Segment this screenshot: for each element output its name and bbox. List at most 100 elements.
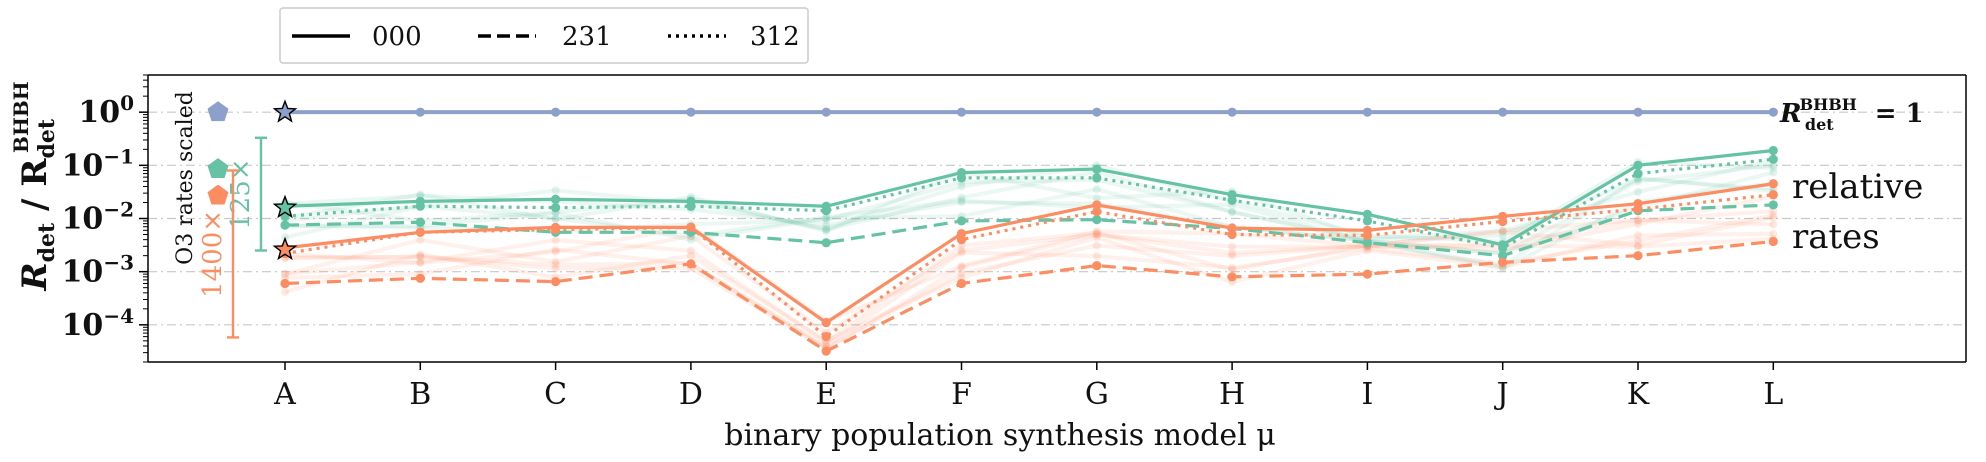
background-point-bns [1634, 220, 1642, 229]
data-point-nsbh-dotted [1768, 154, 1778, 164]
background-trace-nsbh [284, 169, 1774, 242]
x-tick-label-E: E [815, 377, 837, 412]
data-point-nsbh-solid [1092, 164, 1102, 174]
y-tick-label: 10−2 [62, 198, 134, 237]
legend-frame [279, 7, 809, 64]
background-trace-bns [284, 232, 1774, 352]
x-tick-label-D: D [679, 377, 703, 412]
background-point-nsbh [1092, 185, 1101, 194]
background-point-bns [551, 264, 560, 273]
rates-annotation: rates [1792, 217, 1880, 257]
background-point-nsbh [822, 221, 831, 230]
background-point-bns [281, 287, 289, 296]
data-point-bhbh-solid [1768, 107, 1778, 117]
data-point-nsbh-dashed [1362, 238, 1372, 248]
scale-factor-label-bns: 1400× [198, 210, 228, 298]
y-axis-label: Rdet / RdetBHBH [9, 81, 60, 291]
o3-rates-scaled-label: O3 rates scaled [173, 91, 198, 265]
background-point-nsbh [822, 224, 831, 233]
data-point-bhbh-solid [686, 107, 696, 117]
data-point-nsbh-dashed [1092, 215, 1102, 225]
data-point-bns-solid [1768, 179, 1778, 189]
background-point-bns [1634, 241, 1642, 250]
data-point-nsbh-dashed [415, 217, 425, 227]
background-point-nsbh [1634, 177, 1642, 186]
background-point-bns [957, 263, 966, 272]
background-point-nsbh [551, 215, 560, 224]
data-point-bns-dashed [1768, 236, 1778, 247]
series-line-bns-dotted [284, 193, 1774, 339]
background-point-nsbh [1228, 207, 1237, 216]
data-point-bns-dotted [1633, 204, 1643, 214]
background-point-bns [281, 269, 289, 278]
data-point-bns-dashed [1633, 251, 1643, 261]
background-point-nsbh [416, 190, 425, 199]
background-point-bns [957, 246, 966, 255]
data-point-bns-dashed [1498, 257, 1508, 267]
legend-label-231: 231 [562, 22, 612, 52]
background-point-bns [957, 248, 966, 257]
plot-area: 100 10−1 10−2 10−3 10−4 A B C D E F G H I J K L 125×1400×… [62, 74, 1967, 412]
background-point-nsbh [1769, 168, 1778, 177]
data-point-bns-dotted [551, 224, 561, 235]
data-point-nsbh-solid [1362, 209, 1372, 219]
background-point-bns [686, 246, 695, 255]
background-point-nsbh [686, 235, 695, 244]
background-trace-bns [284, 218, 1774, 336]
x-tick-label-B: B [409, 377, 431, 412]
background-point-bns [1092, 241, 1101, 250]
background-point-bns [686, 251, 695, 260]
x-tick-label-F: F [951, 377, 972, 412]
data-point-bhbh-solid [821, 107, 831, 117]
x-tick-label-C: C [544, 377, 567, 412]
background-point-bns [1092, 230, 1101, 239]
background-point-bns [1769, 207, 1778, 216]
data-point-bns-dotted [956, 235, 967, 245]
data-point-bns-solid [1227, 223, 1237, 233]
data-point-bns-dashed [821, 346, 831, 356]
data-point-bns-dotted [821, 332, 831, 342]
x-axis-label: binary population synthesis model μ [724, 418, 1275, 453]
data-point-bns-dotted [1362, 230, 1372, 241]
background-point-bns [416, 252, 425, 261]
background-point-nsbh [822, 214, 831, 223]
background-point-bns [1228, 251, 1237, 260]
background-point-nsbh [822, 213, 831, 222]
background-trace-nsbh [284, 160, 1774, 244]
x-tick-label-G: G [1085, 377, 1109, 412]
background-point-bns [1634, 231, 1642, 240]
data-point-nsbh-dotted [686, 201, 696, 211]
relative-annotation: relative [1792, 167, 1923, 207]
star-marker-bns [272, 236, 298, 261]
background-point-bns [416, 258, 425, 267]
data-point-bns-dashed [1092, 261, 1102, 271]
data-point-bns-solid [821, 318, 831, 328]
background-point-bns [1092, 233, 1101, 242]
data-point-bns-dotted [1768, 190, 1778, 200]
background-point-bns [551, 260, 560, 269]
y-tick-label: 10−4 [62, 304, 135, 343]
data-point-bns-dashed [280, 278, 290, 289]
legend-label-312: 312 [750, 22, 800, 52]
background-point-nsbh [822, 227, 831, 236]
x-tick-label-K: K [1627, 377, 1650, 412]
background-point-nsbh [1769, 163, 1778, 172]
legend: 000 231 312 [279, 7, 809, 64]
data-point-bns-dashed [956, 278, 967, 289]
background-point-nsbh [1498, 226, 1507, 235]
data-point-nsbh-dotted [415, 201, 425, 211]
data-point-nsbh-dashed [280, 220, 290, 230]
background-point-nsbh [957, 182, 966, 191]
data-point-nsbh-dotted [1362, 216, 1372, 226]
scale-factor-label-nsbh: 125× [226, 158, 256, 229]
data-point-bns-dotted [415, 227, 425, 237]
data-point-bns-dashed [1362, 269, 1372, 279]
data-point-bns-dotted [1227, 229, 1237, 240]
background-point-bns [551, 247, 560, 256]
background-trace-bns [284, 215, 1774, 345]
background-point-bns [957, 262, 966, 271]
data-point-bhbh-solid [1498, 107, 1508, 117]
data-point-nsbh-dotted [551, 203, 561, 213]
background-point-bns [1092, 252, 1101, 261]
data-point-bhbh-solid [551, 107, 561, 117]
